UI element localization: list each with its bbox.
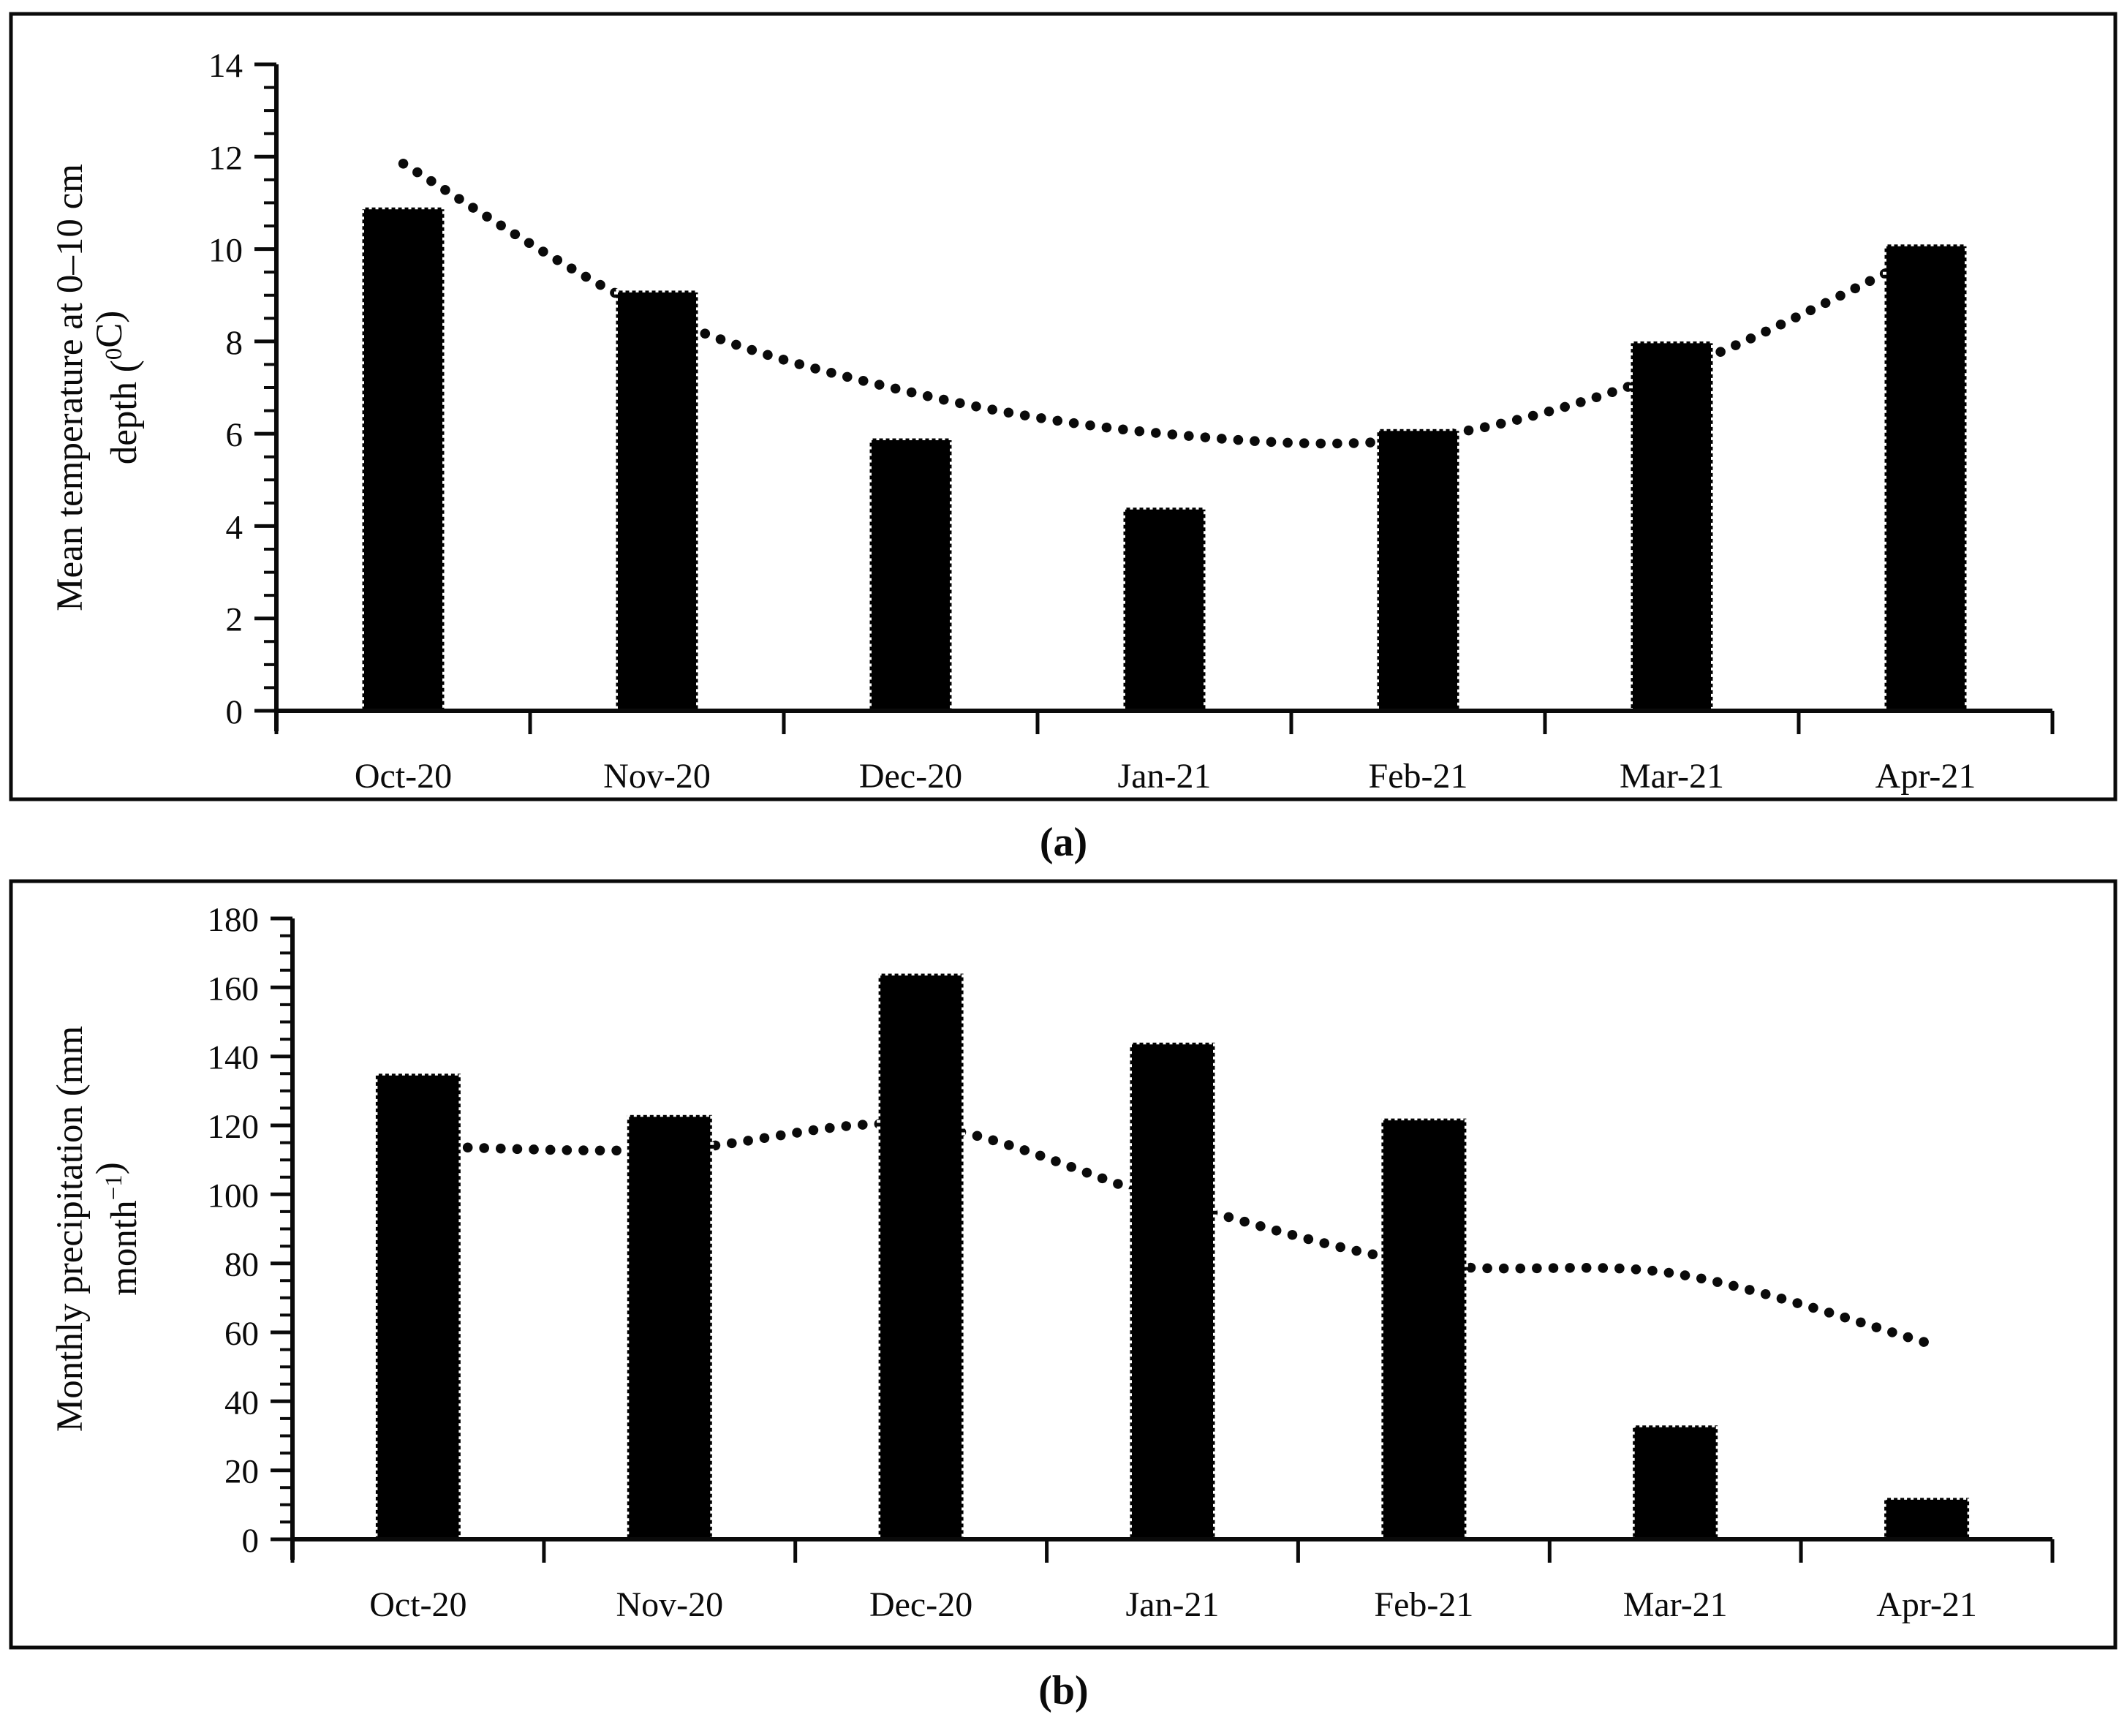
x-category-label-a-Jan-21: Jan-21 [1118, 757, 1212, 796]
y-tick-label-a-10: 10 [208, 232, 243, 270]
bar-b-Apr-21 [1882, 1495, 1971, 1541]
bar-a-Apr-21 [1883, 242, 1968, 713]
y-tick-label-a-6: 6 [226, 416, 243, 454]
bar-a-Oct-20 [360, 205, 446, 713]
y-tick-label-b-140: 140 [208, 1039, 260, 1077]
x-category-label-b-Mar-21: Mar-21 [1623, 1585, 1728, 1624]
bar-b-Nov-20 [625, 1113, 714, 1541]
y-tick-label-a-2: 2 [226, 601, 243, 639]
panel-b-caption: (b) [1038, 1668, 1089, 1713]
y-axis-title-a-line1: Mean temperature at 0–10 cm [50, 164, 91, 611]
y-tick-label-a-14: 14 [208, 47, 243, 85]
x-category-label-a-Apr-21: Apr-21 [1875, 757, 1976, 796]
bar-a-Dec-20 [868, 437, 953, 713]
bar-a-Mar-21 [1629, 339, 1715, 713]
y-axis-title-b-line1: Monthly precipitation (mm [50, 1026, 91, 1432]
x-category-label-a-Mar-21: Mar-21 [1620, 757, 1724, 796]
x-category-label-b-Feb-21: Feb-21 [1374, 1585, 1473, 1624]
y-tick-label-a-0: 0 [226, 693, 243, 731]
bar-b-Jan-21 [1128, 1041, 1217, 1541]
y-tick-label-b-180: 180 [208, 901, 260, 939]
x-category-label-b-Oct-20: Oct-20 [369, 1585, 466, 1624]
y-tick-label-b-120: 120 [208, 1108, 260, 1146]
panel-b-border [9, 879, 2117, 1650]
y-axis-title-b-line2: month−1) [89, 1162, 145, 1295]
panel-a-border [9, 12, 2117, 801]
y-tick-label-a-4: 4 [226, 508, 243, 546]
y-tick-label-b-160: 160 [208, 970, 260, 1008]
bar-a-Feb-21 [1375, 427, 1461, 713]
y-tick-label-b-0: 0 [242, 1522, 260, 1560]
y-tick-label-b-20: 20 [224, 1453, 259, 1491]
x-category-label-b-Nov-20: Nov-20 [616, 1585, 723, 1624]
y-tick-label-a-12: 12 [208, 139, 243, 177]
x-category-label-b-Dec-20: Dec-20 [869, 1585, 972, 1624]
bar-b-Oct-20 [374, 1071, 463, 1541]
y-axis-title-a-line2: depth (0C) [89, 311, 145, 465]
x-category-label-a-Dec-20: Dec-20 [859, 757, 962, 796]
panel-a-caption: (a) [1039, 820, 1088, 865]
x-category-label-a-Oct-20: Oct-20 [355, 757, 452, 796]
bar-b-Mar-21 [1631, 1423, 1720, 1541]
y-tick-label-a-8: 8 [226, 324, 243, 362]
y-tick-label-b-80: 80 [224, 1246, 259, 1284]
x-category-label-a-Feb-21: Feb-21 [1369, 757, 1468, 796]
bar-b-Feb-21 [1379, 1117, 1468, 1541]
x-category-label-a-Nov-20: Nov-20 [603, 757, 711, 796]
bar-a-Jan-21 [1122, 505, 1207, 713]
x-category-label-b-Jan-21: Jan-21 [1126, 1585, 1220, 1624]
y-tick-label-b-100: 100 [208, 1177, 260, 1215]
bar-a-Nov-20 [614, 288, 700, 713]
y-tick-label-b-60: 60 [224, 1315, 259, 1353]
y-tick-label-b-40: 40 [224, 1384, 259, 1422]
x-category-label-b-Apr-21: Apr-21 [1876, 1585, 1977, 1624]
bar-b-Dec-20 [877, 972, 966, 1541]
